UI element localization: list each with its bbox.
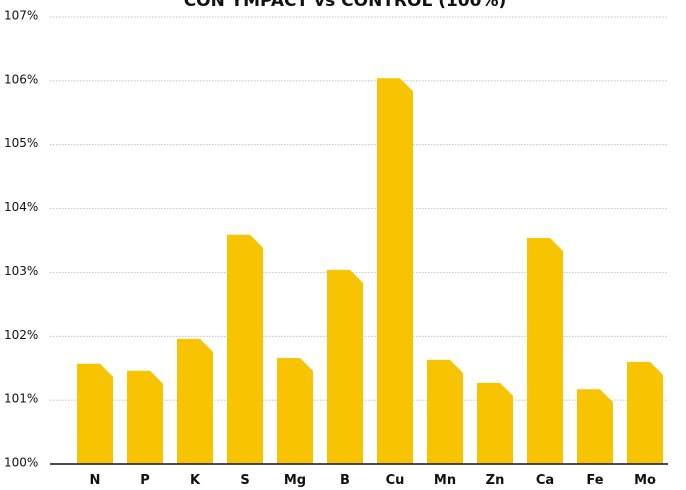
y-tick-label: 100% (4, 456, 38, 470)
bar (227, 234, 263, 464)
bar (127, 370, 163, 464)
x-tick-label: Zn (486, 473, 505, 488)
y-tick-label: 102% (4, 328, 38, 342)
y-tick-label: 107% (4, 9, 38, 23)
bar (427, 359, 463, 464)
bar (577, 389, 613, 464)
x-tick-label: Mn (434, 473, 456, 488)
x-tick-label: Ca (536, 473, 554, 488)
x-tick-label: Mg (284, 473, 306, 488)
bar (627, 361, 663, 464)
bar (377, 78, 413, 464)
x-tick-label: Mo (634, 473, 656, 488)
y-tick-label: 103% (4, 264, 38, 278)
bar (277, 357, 313, 464)
y-tick-label: 101% (4, 392, 38, 406)
bar (327, 269, 363, 464)
x-tick-label: K (190, 473, 201, 488)
bar (477, 382, 513, 464)
bar (77, 363, 113, 464)
y-tick-label: 105% (4, 136, 38, 150)
x-tick-label: P (140, 473, 150, 488)
bar (527, 237, 563, 464)
x-tick-label: Cu (386, 473, 405, 488)
y-tick-label: 106% (4, 72, 38, 86)
x-tick-label: N (90, 473, 101, 488)
x-tick-label: B (340, 473, 350, 488)
x-tick-label: S (240, 473, 249, 488)
y-tick-label: 104% (4, 200, 38, 214)
bar (177, 338, 213, 464)
chart-title: CON YMPACT vs CONTROL (100%) (184, 0, 507, 11)
x-tick-label: Fe (586, 473, 603, 488)
